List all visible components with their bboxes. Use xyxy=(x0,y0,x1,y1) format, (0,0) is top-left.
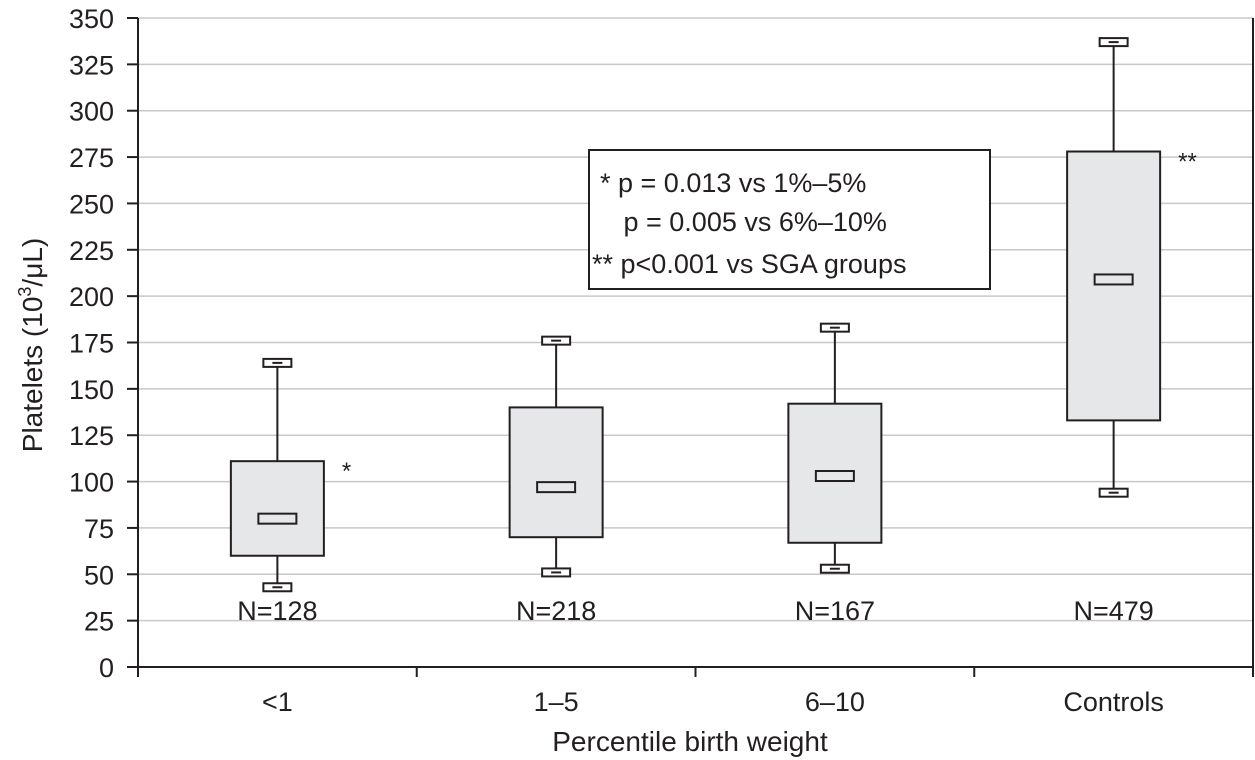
boxes xyxy=(229,37,1162,593)
y-tick-label: 100 xyxy=(69,468,114,498)
n-label: N=128 xyxy=(237,596,317,626)
x-tick-label: 1–5 xyxy=(534,687,579,717)
gridlines xyxy=(138,17,1253,622)
y-tick-label: 150 xyxy=(69,375,114,405)
y-tick-label: 275 xyxy=(69,143,114,173)
iqr-box xyxy=(229,460,325,557)
y-axis-title-tail: /μL) xyxy=(17,238,48,287)
legend-box xyxy=(588,149,991,290)
n-label: N=218 xyxy=(516,596,596,626)
y-tick-label: 75 xyxy=(84,514,114,544)
y-tick-label: 325 xyxy=(69,50,114,80)
significance-marker: * xyxy=(342,458,351,485)
box-group xyxy=(229,357,325,593)
box-group xyxy=(787,322,883,574)
median-marker xyxy=(1093,273,1134,286)
y-axis-title-main: Platelets (10 xyxy=(17,297,48,453)
median-marker xyxy=(814,470,855,483)
y-tick-label: 200 xyxy=(69,282,114,312)
y-tick-label: 300 xyxy=(69,97,114,127)
x-tick-label: Controls xyxy=(1063,687,1164,717)
legend-line-3: ** p<0.001 vs SGA groups xyxy=(592,249,906,279)
legend-line-2: p = 0.005 vs 6%–10% xyxy=(601,207,887,237)
legend: * p = 0.013 vs 1%–5% p = 0.005 vs 6%–10%… xyxy=(588,149,991,290)
x-tick-label: <1 xyxy=(262,687,293,717)
y-tick-label: 225 xyxy=(69,236,114,266)
y-axis-title-sup: 3 xyxy=(15,287,35,297)
n-label: N=167 xyxy=(795,596,875,626)
legend-line-1: * p = 0.013 vs 1%–5% xyxy=(600,168,866,198)
x-tick-label: 6–10 xyxy=(805,687,865,717)
y-tick-label: 175 xyxy=(69,329,114,359)
median-marker xyxy=(257,512,298,525)
box-group xyxy=(1066,37,1162,498)
y-tick-label: 50 xyxy=(84,560,114,590)
y-tick-label: 350 xyxy=(69,4,114,34)
axes xyxy=(127,17,1254,677)
significance-marker: ** xyxy=(1178,149,1197,176)
y-tick-label: 125 xyxy=(69,421,114,451)
labels: 0 25 50 75 100 125 150 175 200 225 250 275 300 325 350… xyxy=(69,4,1197,717)
x-axis-title: Percentile birth weight xyxy=(552,726,828,757)
y-tick-label: 0 xyxy=(99,653,114,683)
iqr-box xyxy=(508,406,604,539)
y-tick-label: 25 xyxy=(84,607,114,637)
y-tick-label: 250 xyxy=(69,189,114,219)
y-axis-title: Platelets (103/μL) xyxy=(15,238,48,452)
iqr-box xyxy=(1066,150,1162,422)
median-marker xyxy=(536,481,577,494)
box-group xyxy=(508,335,604,578)
n-label: N=479 xyxy=(1073,596,1153,626)
